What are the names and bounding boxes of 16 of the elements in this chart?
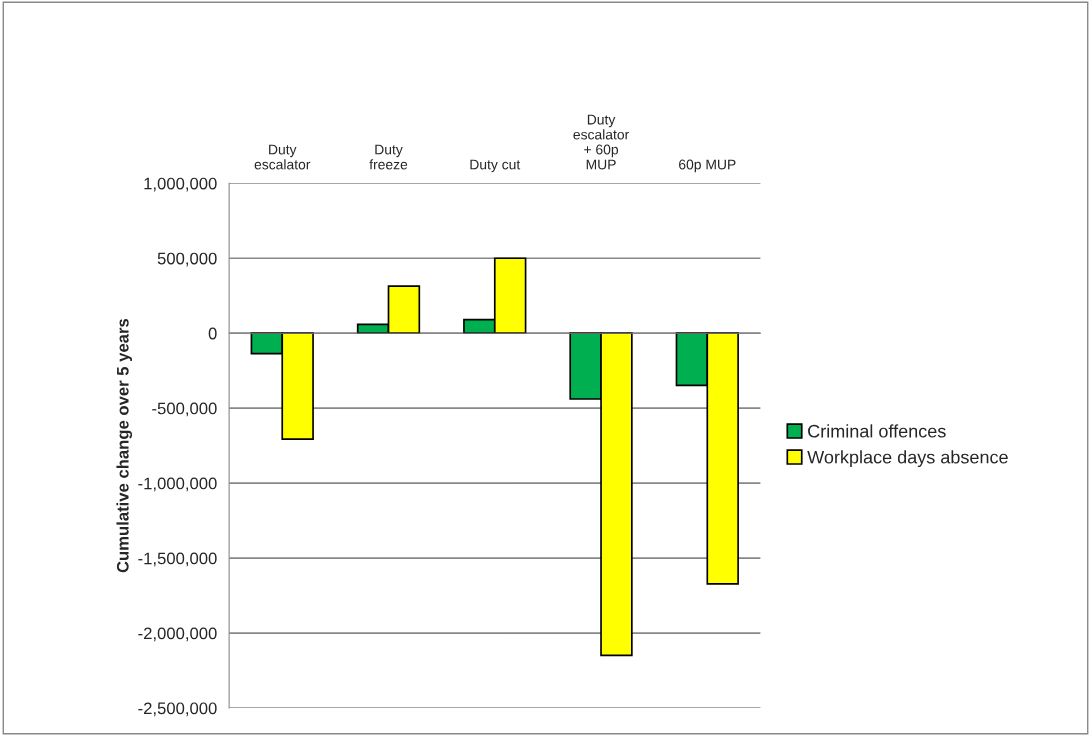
y-axis-title: Cumulative change over 5 years — [116, 318, 133, 573]
y-tick-label: 1,000,000 — [144, 177, 217, 192]
legend-label: Criminal offences — [808, 424, 946, 438]
x-tick-label: Duty freeze — [369, 144, 408, 170]
x-tick-label: Duty escalator + 60p MUP — [573, 114, 629, 170]
x-tick-label: Duty cut — [470, 159, 521, 173]
y-tick-label: -500,000 — [152, 402, 217, 417]
y-tick-label: -1,000,000 — [138, 477, 217, 492]
x-tick-label: 60p MUP — [679, 159, 736, 173]
y-tick-label: -2,500,000 — [138, 702, 217, 717]
y-tick-label: -1,500,000 — [138, 552, 217, 567]
legend-label: Workplace days absence — [807, 450, 1008, 468]
x-tick-label: Duty escalator — [254, 144, 311, 170]
y-tick-label: 0 — [208, 327, 217, 340]
y-tick-label: 500,000 — [157, 252, 217, 267]
y-tick-label: -2,000,000 — [138, 627, 217, 642]
